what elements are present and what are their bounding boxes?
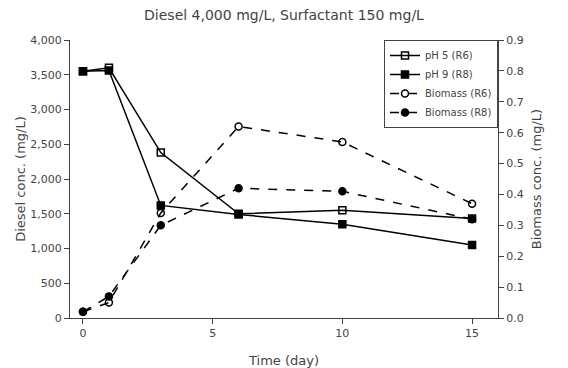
svg-text:15: 15 (465, 327, 479, 340)
svg-text:10: 10 (335, 327, 349, 340)
svg-text:3,000: 3,000 (30, 103, 62, 116)
svg-text:pH 9 (R8): pH 9 (R8) (425, 69, 473, 80)
svg-text:0.8: 0.8 (506, 65, 524, 78)
svg-text:1,000: 1,000 (30, 242, 62, 255)
svg-text:0.1: 0.1 (506, 281, 524, 294)
svg-text:Biomass (R6): Biomass (R6) (425, 88, 491, 99)
svg-text:Diesel 4,000 mg/L, Surfactant: Diesel 4,000 mg/L, Surfactant 150 mg/L (144, 7, 424, 23)
svg-text:0.4: 0.4 (506, 188, 524, 201)
svg-text:Diesel conc. (mg/L): Diesel conc. (mg/L) (13, 116, 28, 242)
svg-text:5: 5 (209, 327, 216, 340)
svg-text:0.3: 0.3 (506, 219, 524, 232)
svg-text:Biomass (R8): Biomass (R8) (425, 107, 491, 118)
svg-text:0.0: 0.0 (506, 312, 524, 325)
svg-text:2,000: 2,000 (30, 173, 62, 186)
svg-text:pH 5 (R6): pH 5 (R6) (425, 50, 473, 61)
svg-text:0.6: 0.6 (506, 127, 524, 140)
svg-text:0.7: 0.7 (506, 96, 524, 109)
svg-text:0.9: 0.9 (506, 34, 524, 47)
svg-text:4,000: 4,000 (30, 34, 62, 47)
svg-text:1,500: 1,500 (30, 208, 62, 221)
svg-text:0.2: 0.2 (506, 250, 524, 263)
svg-text:3,500: 3,500 (30, 69, 62, 82)
svg-text:Time (day): Time (day) (248, 353, 319, 368)
svg-text:0.5: 0.5 (506, 157, 524, 170)
svg-text:0: 0 (79, 327, 86, 340)
svg-text:2,500: 2,500 (30, 138, 62, 151)
svg-text:0: 0 (55, 312, 62, 325)
svg-text:Biomass conc. (mg/L): Biomass conc. (mg/L) (529, 109, 544, 249)
svg-text:500: 500 (41, 277, 62, 290)
